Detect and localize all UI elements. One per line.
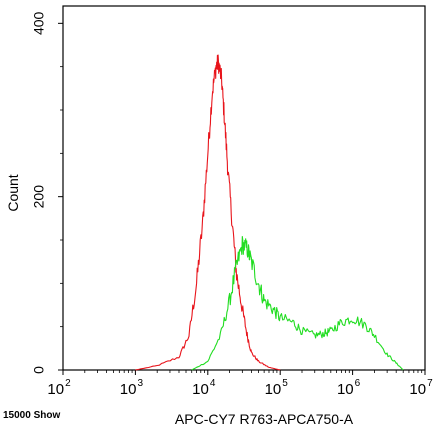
x-axis-title: APC-CY7 R763-APCA750-A: [175, 411, 354, 427]
x-tick-exponent: 2: [65, 378, 71, 389]
y-axis: 0 200 400: [31, 11, 63, 374]
series-2-line: [191, 235, 404, 371]
plot-frame: [62, 5, 426, 371]
y-axis-title: Count: [5, 174, 21, 211]
x-tick-exponent: 5: [282, 378, 288, 389]
series-layer: [135, 54, 404, 371]
series-1-line: [135, 54, 281, 371]
x-tick-exponent: 4: [210, 378, 216, 389]
y-tick-label: 200: [31, 185, 47, 209]
y-tick-label: 0: [31, 366, 47, 374]
y-tick-label: 400: [31, 11, 47, 35]
x-tick-exponent: 7: [427, 378, 433, 389]
footer-note: 15000 Show: [3, 410, 60, 421]
x-tick-exponent: 3: [137, 378, 143, 389]
x-tick-exponent: 6: [355, 378, 361, 389]
